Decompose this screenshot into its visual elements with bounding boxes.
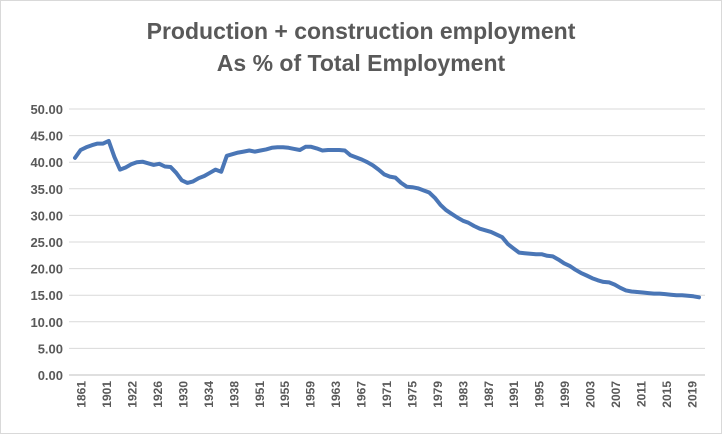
x-axis-ticks: 1861 1901 1922 1926 1930 1934 1938 1951 1955 1959… xyxy=(75,381,700,408)
x-tick-label: 1930 xyxy=(176,381,190,408)
x-tick-label: 1938 xyxy=(227,381,241,408)
x-tick-label: 1987 xyxy=(482,381,496,408)
x-tick-label: 1901 xyxy=(100,381,114,408)
gridlines xyxy=(69,108,705,376)
x-tick-label: 1963 xyxy=(329,381,343,408)
y-tick-label: 25.00 xyxy=(30,235,63,250)
chart-subtitle: As % of Total Employment xyxy=(216,50,506,76)
x-tick-label: 1934 xyxy=(202,381,216,408)
x-tick-label: 1955 xyxy=(278,381,292,408)
y-tick-label: 35.00 xyxy=(30,182,63,197)
x-tick-label: 1922 xyxy=(126,381,140,408)
x-tick-label: 2015 xyxy=(660,381,674,408)
x-tick-label: 2011 xyxy=(634,381,648,407)
series-line xyxy=(73,138,701,300)
y-tick-label: 45.00 xyxy=(30,129,63,144)
x-tick-label: 1971 xyxy=(380,381,394,408)
chart-title-block: Production + construction employment As … xyxy=(1,15,721,79)
x-tick-label: 2003 xyxy=(584,381,598,408)
x-tick-label: 2007 xyxy=(609,381,623,408)
x-tick-label: 1983 xyxy=(456,381,470,408)
y-tick-label: 20.00 xyxy=(30,262,63,277)
y-tick-label: 50.00 xyxy=(30,102,63,117)
series-group xyxy=(73,138,701,300)
x-tick-label: 1979 xyxy=(431,381,445,408)
y-tick-label: 10.00 xyxy=(30,315,63,330)
y-axis-ticks: 0.00 5.00 10.00 15.00 20.00 25.00 30.00 35.00 40… xyxy=(30,102,63,383)
x-tick-label: 1959 xyxy=(304,381,318,408)
x-tick-label: 1991 xyxy=(507,381,521,408)
x-tick-label: 1995 xyxy=(533,381,547,408)
x-tick-label: 1975 xyxy=(405,381,419,408)
chart-title: Production + construction employment xyxy=(146,18,576,44)
x-tick-label: 1967 xyxy=(355,381,369,408)
y-tick-label: 30.00 xyxy=(30,208,63,223)
x-tick-label: 1999 xyxy=(558,381,572,408)
x-tick-label: 1951 xyxy=(253,381,267,408)
y-tick-label: 15.00 xyxy=(30,288,63,303)
x-tick-label: 1861 xyxy=(75,381,89,408)
y-tick-label: 5.00 xyxy=(38,341,63,356)
x-tick-label: 2019 xyxy=(685,381,699,408)
y-tick-label: 40.00 xyxy=(30,155,63,170)
y-tick-label: 0.00 xyxy=(38,368,63,383)
x-tick-label: 1926 xyxy=(151,381,165,408)
